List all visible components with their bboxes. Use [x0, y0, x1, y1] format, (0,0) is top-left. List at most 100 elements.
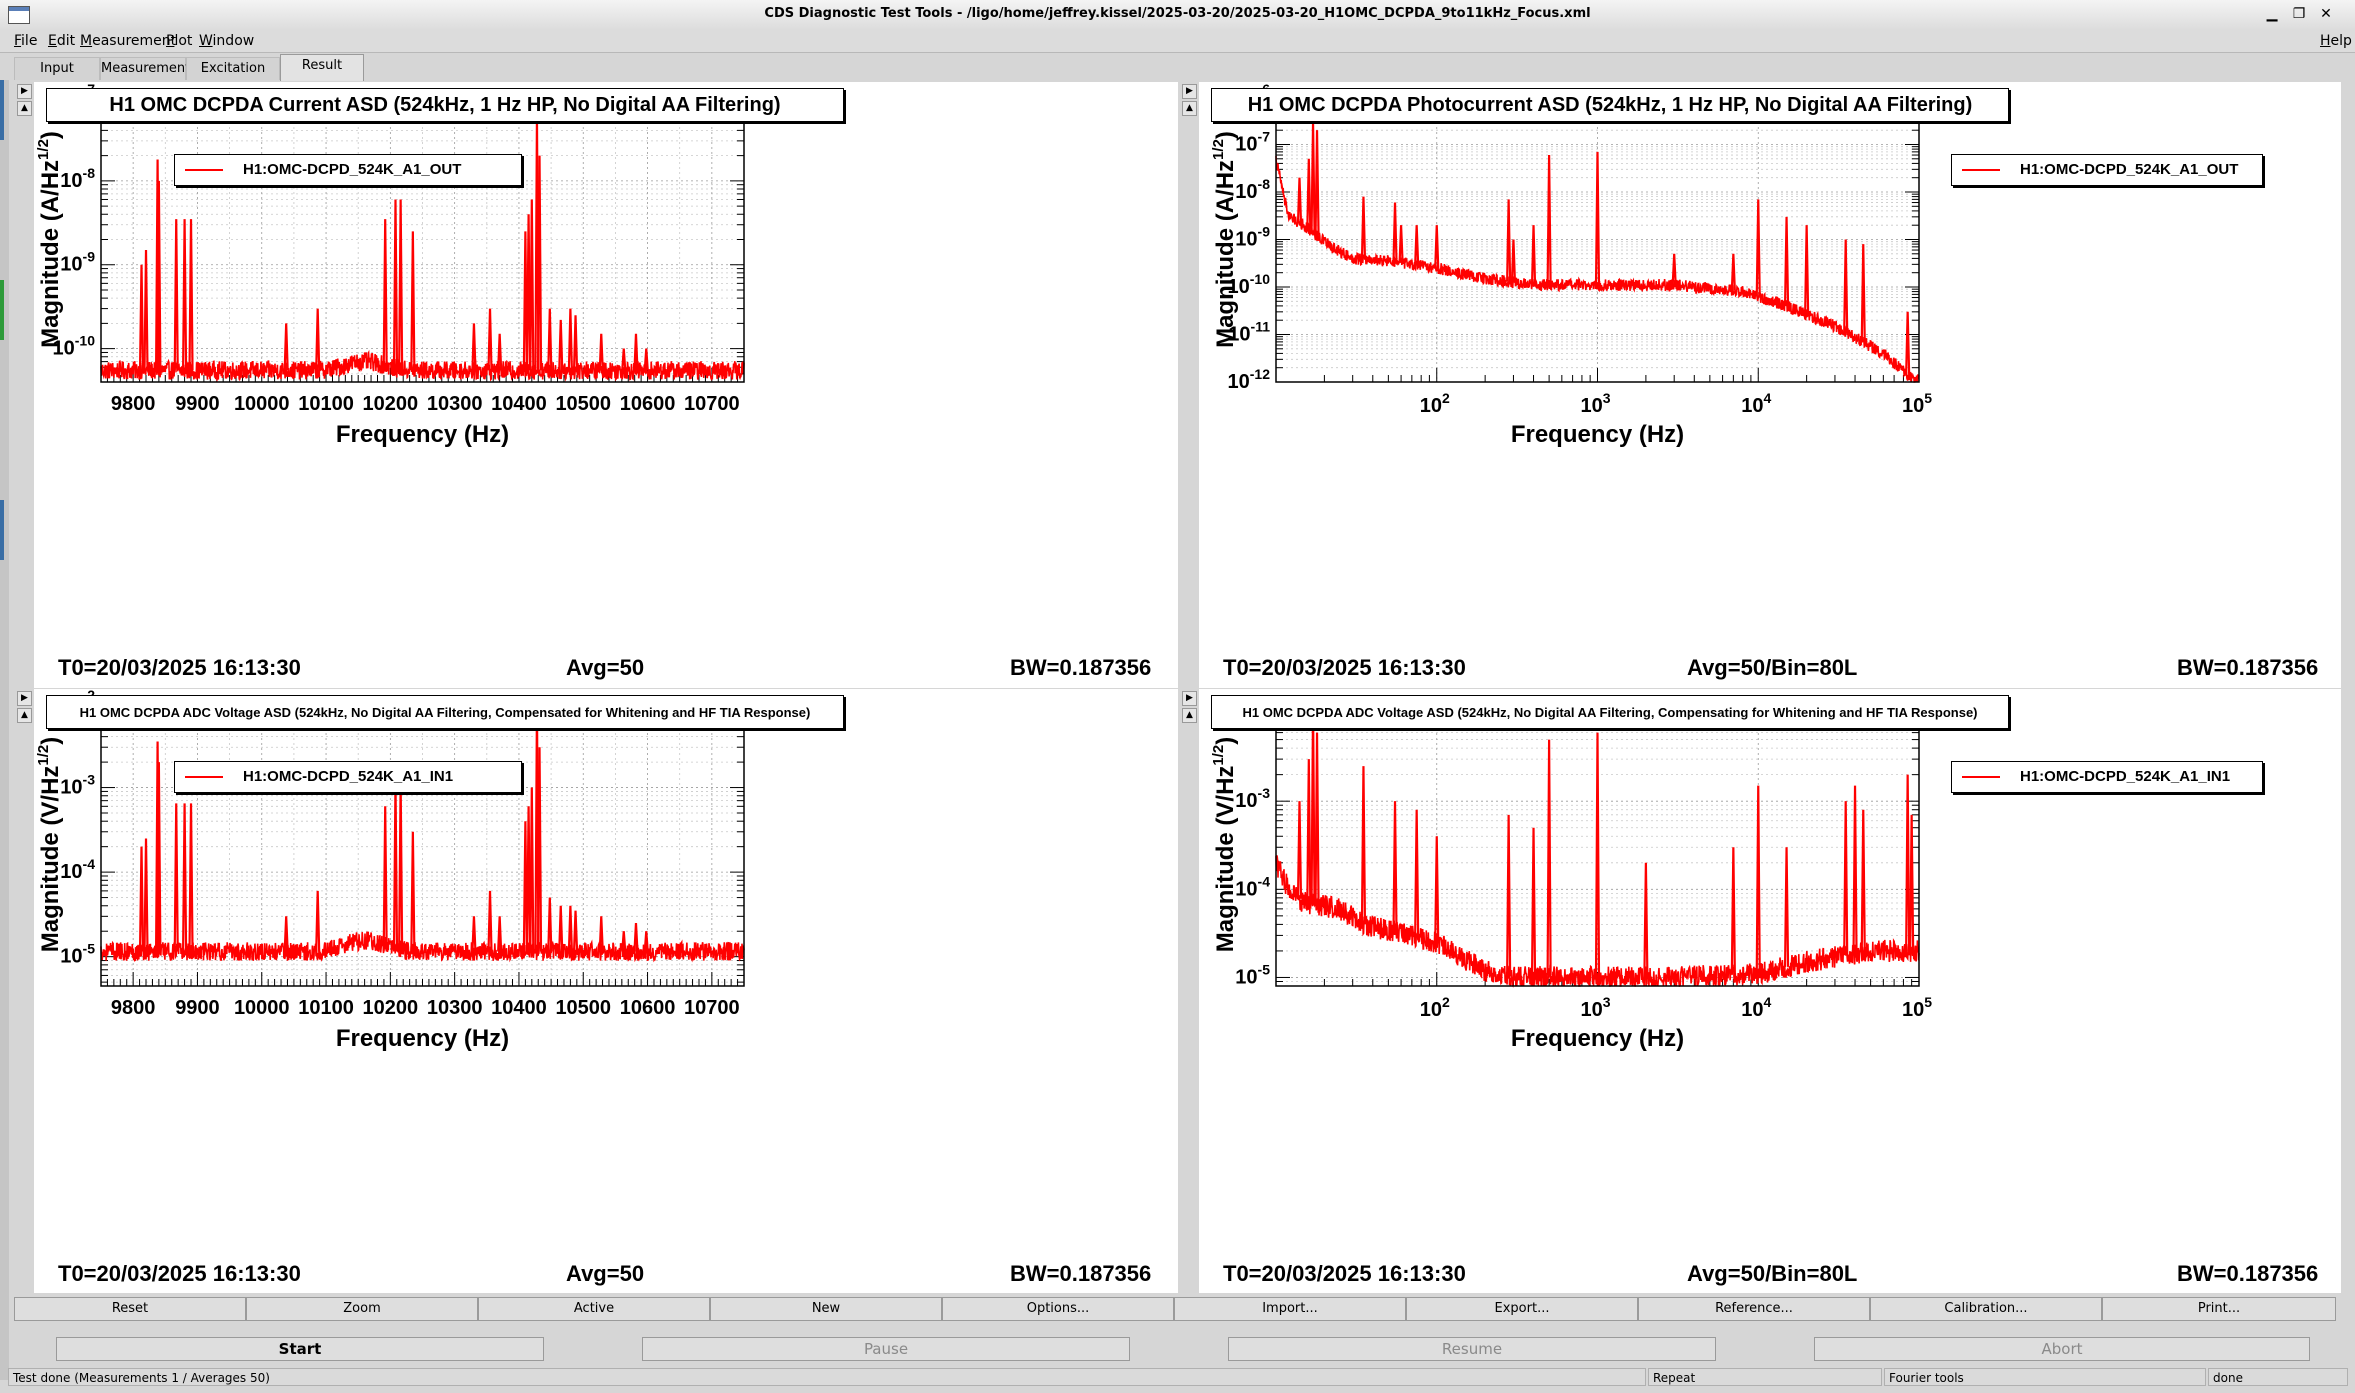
footer-bw: BW=0.187356 [1010, 1261, 1152, 1286]
panel4-expand-arrow-icon[interactable]: ▶ [1182, 691, 1197, 706]
trace-peak [143, 838, 149, 952]
panel2-expand-arrow-icon[interactable]: ▶ [1182, 84, 1197, 99]
export-button[interactable]: Export... [1406, 1297, 1638, 1321]
menu-file[interactable]: File [14, 33, 38, 49]
trace-peak [382, 806, 388, 952]
trace-peak [529, 787, 535, 952]
menu-help[interactable]: Help [2320, 33, 2352, 49]
x-tick-label: 10700 [684, 393, 740, 415]
trace-peak [1783, 847, 1790, 967]
y-tick-label: 10-10 [1228, 271, 1271, 298]
abort-button[interactable]: Abort [1814, 1337, 2310, 1361]
left-edge-strip [0, 80, 9, 1380]
trace-peak [525, 214, 532, 371]
tab-measurement[interactable]: Measurement [100, 57, 190, 80]
print-button[interactable]: Print... [2102, 1297, 2336, 1321]
x-tick-label: 9900 [175, 393, 220, 415]
x-tick-label: 10300 [427, 997, 483, 1019]
trace-peak [1730, 253, 1736, 291]
trace-peak [558, 319, 564, 371]
trace-peak [1909, 814, 1915, 951]
plot-group: 10-610-710-810-910-1010-1110-12102103104… [1210, 82, 1932, 448]
trace-peak [547, 308, 553, 371]
tab-excitation[interactable]: Excitation [186, 57, 280, 80]
reference-button[interactable]: Reference... [1638, 1297, 1870, 1321]
x-tick-label: 10500 [555, 393, 611, 415]
panel3-expand-arrow-icon[interactable]: ▶ [17, 691, 32, 706]
plot-legend: H1:OMC-DCPD_524K_A1_OUT [1951, 154, 2263, 186]
trace-peak [173, 803, 179, 952]
trace-peak [410, 231, 416, 371]
trace-peak [1546, 739, 1552, 976]
plot-button-row: Reset Zoom Active New Options... Import.… [14, 1297, 2336, 1321]
x-tick-label: 10600 [620, 997, 676, 1019]
trace-peak [1392, 801, 1398, 932]
trace-peak [382, 219, 388, 371]
trace-peak [471, 323, 477, 371]
restore-icon[interactable]: ❐ [2292, 6, 2306, 22]
y-tick-label: 10-8 [1235, 176, 1270, 203]
x-tick-label: 105 [1902, 390, 1932, 417]
trace-peak [1314, 130, 1320, 236]
trace-peak [1314, 732, 1320, 906]
tab-input[interactable]: Input [14, 57, 100, 80]
x-tick-label: 10200 [363, 997, 419, 1019]
plot-canvas: 10-210-310-410-5980099001000010100102001… [35, 689, 745, 1052]
panel1-collapse-arrow-icon[interactable]: ▲ [17, 101, 32, 116]
trace-peak [567, 905, 573, 952]
trace-peak [1434, 225, 1440, 269]
plot-title: H1 OMC DCPDA ADC Voltage ASD (524kHz, No… [1211, 695, 2009, 729]
trace-peak [1306, 759, 1312, 904]
panel4-collapse-arrow-icon[interactable]: ▲ [1182, 708, 1197, 723]
trace-peak [181, 219, 188, 371]
trace-line [100, 349, 745, 383]
trace-peak [1310, 706, 1316, 905]
resume-button[interactable]: Resume [1228, 1337, 1716, 1361]
y-tick-label: 10-7 [1235, 129, 1270, 156]
plot-legend: H1:OMC-DCPD_524K_A1_IN1 [1951, 761, 2263, 793]
window-title: CDS Diagnostic Test Tools - /ligo/home/j… [764, 6, 1591, 21]
close-icon[interactable]: ✕ [2320, 6, 2332, 22]
options-button[interactable]: Options... [942, 1297, 1174, 1321]
panel2-collapse-arrow-icon[interactable]: ▲ [1182, 101, 1197, 116]
panel1-expand-arrow-icon[interactable]: ▶ [17, 84, 32, 99]
trace-peak [1414, 809, 1420, 937]
x-tick-label: 10000 [234, 393, 290, 415]
new-button[interactable]: New [710, 1297, 942, 1321]
trace-peak [1843, 239, 1849, 333]
trace-peak [1530, 225, 1537, 286]
trace-peak [558, 905, 564, 952]
peak-group [1296, 706, 1915, 978]
footer-t0: T0=20/03/2025 16:13:30 [1223, 655, 1466, 680]
trace-peak [181, 803, 188, 952]
zoom-button[interactable]: Zoom [246, 1297, 478, 1321]
legend-line [185, 776, 223, 778]
calibration-button[interactable]: Calibration... [1870, 1297, 2102, 1321]
minimize-icon[interactable]: ▁ [2266, 6, 2278, 22]
trace-peak [156, 762, 162, 952]
menu-measurement[interactable]: Measurement [80, 33, 177, 49]
grid-lines [100, 96, 745, 383]
menu-window[interactable]: Window [199, 33, 255, 49]
panel3-collapse-arrow-icon[interactable]: ▲ [17, 708, 32, 723]
reset-button[interactable]: Reset [14, 1297, 246, 1321]
plot-title: H1 OMC DCPDA Photocurrent ASD (524kHz, 1… [1211, 88, 2009, 122]
trace-peak [1296, 801, 1303, 899]
trace-peak [621, 348, 627, 371]
status-mode: Repeat [1648, 1368, 1882, 1386]
trace-peak [1594, 151, 1601, 286]
import-button[interactable]: Import... [1174, 1297, 1406, 1321]
plot-legend: H1:OMC-DCPD_524K_A1_OUT [174, 154, 522, 186]
x-tick-label: 105 [1902, 994, 1932, 1021]
start-button[interactable]: Start [56, 1337, 544, 1361]
pause-button[interactable]: Pause [642, 1337, 1130, 1361]
active-button[interactable]: Active [478, 1297, 710, 1321]
tab-result[interactable]: Result [280, 54, 364, 81]
y-tick-label: 10-5 [1235, 961, 1270, 988]
x-axis-label: Frequency (Hz) [1511, 1025, 1684, 1052]
plot-panel-photocurrent-asd: 10-610-710-810-910-1010-1110-12102103104… [1199, 82, 2341, 688]
menu-plot[interactable]: Plot [166, 33, 193, 49]
trace-peak [1671, 253, 1677, 286]
menu-edit[interactable]: Edit [48, 33, 76, 49]
trace-peak [1804, 225, 1810, 315]
